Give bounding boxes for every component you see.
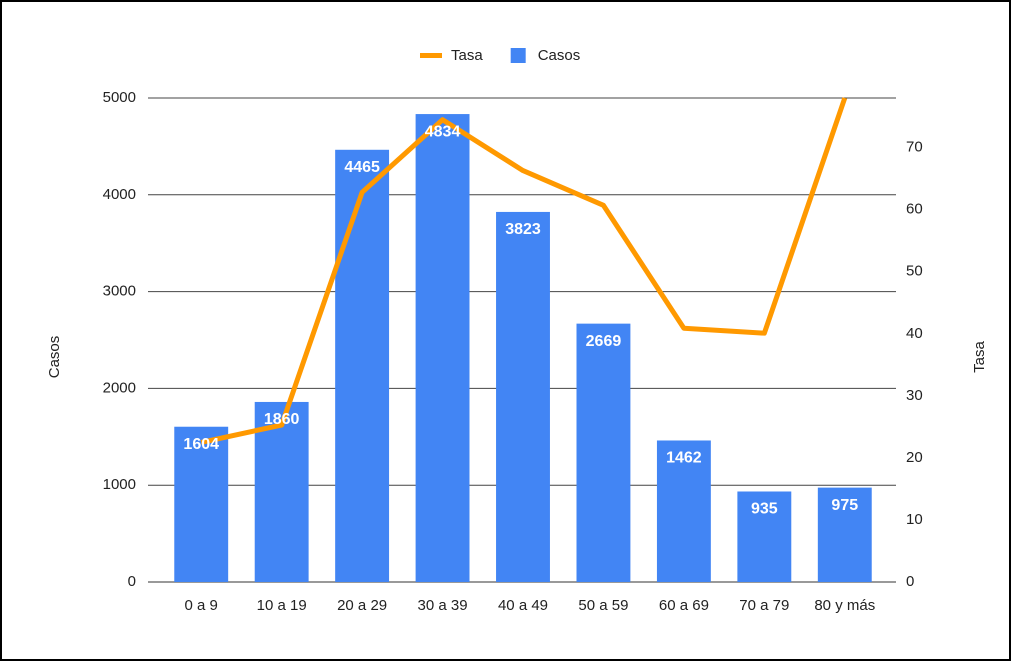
y2-tick-label: 40	[906, 325, 923, 342]
x-tick-label: 10 a 19	[257, 597, 307, 614]
data-label: 1462	[666, 450, 702, 467]
line	[200, 97, 848, 445]
y2-tick-label: 0	[906, 573, 914, 590]
y-tick-label: 2000	[103, 379, 136, 396]
legend-swatch	[510, 48, 526, 63]
y-axis-title: Casos	[46, 336, 63, 379]
bar	[656, 440, 711, 582]
data-label: 975	[831, 497, 858, 514]
legend-label: Casos	[538, 47, 581, 64]
legend-label: Tasa	[451, 47, 483, 64]
x-tick-label: 20 a 29	[337, 597, 387, 614]
data-label: 1604	[183, 436, 219, 453]
bar	[335, 149, 390, 582]
data-label: 4465	[344, 159, 380, 176]
bar	[174, 426, 229, 582]
x-tick-label: 60 a 69	[659, 597, 709, 614]
bar	[576, 323, 631, 582]
x-tick-label: 40 a 49	[498, 597, 548, 614]
x-tick-label: 70 a 79	[739, 597, 789, 614]
legend-swatch	[420, 53, 442, 58]
y2-axis-title: Tasa	[971, 341, 988, 373]
y2-tick-label: 60	[906, 201, 923, 218]
x-tick-label: 0 a 9	[185, 597, 218, 614]
y2-tick-label: 50	[906, 263, 923, 280]
x-tick-label: 30 a 39	[418, 597, 468, 614]
y2-tick-label: 20	[906, 449, 923, 466]
data-label: 3823	[505, 221, 541, 238]
y-tick-label: 0	[128, 573, 136, 590]
y2-tick-label: 30	[906, 387, 923, 404]
bar	[415, 114, 470, 583]
y2-tick-label: 70	[906, 139, 923, 156]
bar	[254, 401, 309, 582]
data-label: 4834	[425, 123, 461, 140]
y-tick-label: 1000	[103, 476, 136, 493]
data-label: 2669	[586, 333, 622, 350]
bar	[737, 491, 792, 582]
data-label: 1860	[264, 411, 300, 428]
bar	[496, 211, 550, 582]
data-label: 935	[751, 501, 778, 518]
y2-tick-label: 10	[906, 511, 923, 528]
bar	[817, 487, 872, 582]
y-tick-label: 3000	[103, 283, 136, 300]
x-tick-label: 50 a 59	[578, 597, 628, 614]
x-tick-label: 80 y más	[814, 597, 875, 614]
y-tick-label: 4000	[103, 186, 136, 203]
y-tick-label: 5000	[103, 89, 136, 106]
